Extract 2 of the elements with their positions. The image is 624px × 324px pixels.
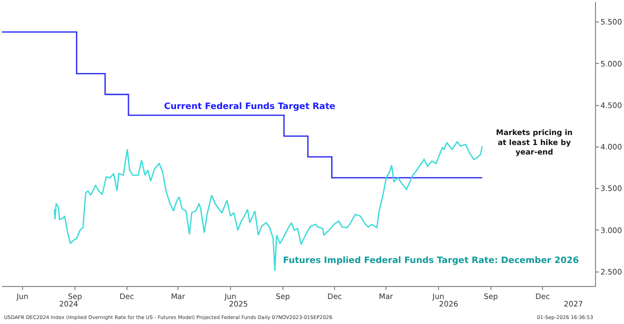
series-label: Current Federal Funds Target Rate (164, 102, 336, 112)
series-label: Futures Implied Federal Funds Target Rate: December 2026 (283, 256, 579, 266)
